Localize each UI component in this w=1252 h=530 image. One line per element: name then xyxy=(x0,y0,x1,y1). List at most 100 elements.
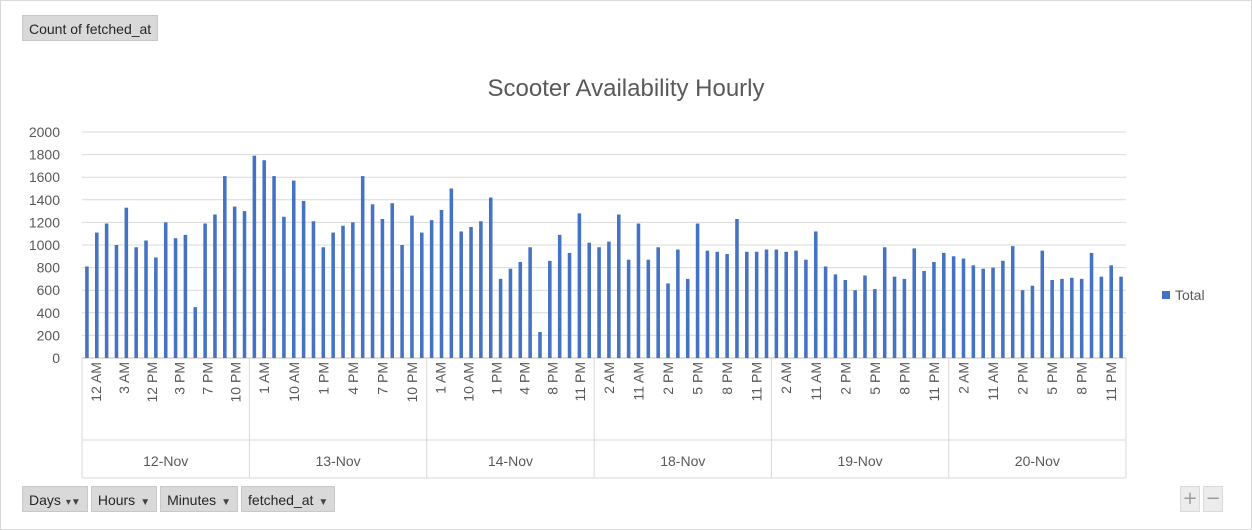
x-tick-label: 10 PM xyxy=(404,362,420,402)
x-tick-label: 11 AM xyxy=(985,362,1001,401)
dropdown-arrow-icon: ▼ xyxy=(318,497,329,508)
bar xyxy=(1030,285,1035,358)
bar xyxy=(85,266,89,358)
bar xyxy=(301,200,306,358)
bar xyxy=(390,203,395,358)
axis-field-buttons: Days ▾▼ Hours ▼ Minutes ▼ fetched_at ▼ xyxy=(22,486,336,512)
bar xyxy=(429,220,434,358)
bar xyxy=(469,226,473,358)
filter-dropdown-icon: ▾▼ xyxy=(65,497,81,508)
expand-field-button[interactable]: + xyxy=(1180,486,1200,512)
days-field-button[interactable]: Days ▾▼ xyxy=(22,486,88,512)
legend[interactable]: Total xyxy=(1162,287,1205,303)
bar xyxy=(557,234,562,358)
y-axis: 0 200 400 600 800 1000 1200 1400 1600 1800 2000 xyxy=(29,124,60,366)
minutes-field-button[interactable]: Minutes ▼ xyxy=(160,486,239,512)
bar xyxy=(853,290,857,358)
x-tick-label: 10 AM xyxy=(461,362,477,402)
day-label: 13-Nov xyxy=(316,453,361,469)
bar xyxy=(498,278,503,358)
bar xyxy=(646,259,651,358)
bar xyxy=(774,249,779,358)
bar xyxy=(262,160,266,358)
bar xyxy=(794,250,798,358)
day-label: 14-Nov xyxy=(488,453,533,469)
x-tick-label: 3 AM xyxy=(116,362,132,394)
bar xyxy=(193,307,198,358)
bar xyxy=(833,274,838,358)
bar xyxy=(1001,260,1005,358)
x-tick-label: 8 PM xyxy=(896,362,912,395)
bar xyxy=(745,251,749,358)
bar xyxy=(183,234,188,358)
day-label: 19-Nov xyxy=(838,453,883,469)
bar xyxy=(173,238,178,358)
bar xyxy=(577,213,582,358)
x-tick-label: 11 AM xyxy=(808,362,824,401)
bar xyxy=(1010,246,1015,358)
bar xyxy=(154,257,158,358)
bar xyxy=(754,251,759,358)
bar xyxy=(715,251,720,358)
day-label: 20-Nov xyxy=(1015,453,1060,469)
hours-field-button[interactable]: Hours ▼ xyxy=(90,486,158,512)
chart-title: Scooter Availability Hourly xyxy=(487,75,764,102)
bar xyxy=(705,250,710,358)
x-tick-label: 2 PM xyxy=(1015,362,1031,395)
bar xyxy=(922,270,926,358)
bar xyxy=(804,259,808,358)
bar xyxy=(685,278,690,358)
x-tick-label: 4 PM xyxy=(516,362,532,395)
x-tick-label: 2 PM xyxy=(660,362,676,395)
bar xyxy=(124,207,129,358)
bar xyxy=(488,197,493,358)
bar xyxy=(823,266,828,358)
bar xyxy=(735,219,739,358)
bar xyxy=(380,219,385,358)
bar xyxy=(1099,276,1104,358)
bar xyxy=(242,211,247,358)
bar xyxy=(360,176,365,358)
day-label: 12-Nov xyxy=(143,453,188,469)
x-tick-label: 5 PM xyxy=(690,362,706,395)
bar xyxy=(902,278,907,358)
x-tick-label: 12 AM xyxy=(88,362,104,402)
bar xyxy=(607,241,611,358)
bar xyxy=(597,247,601,358)
bar xyxy=(1060,278,1064,358)
fetched-at-field-button[interactable]: fetched_at ▼ xyxy=(241,486,336,512)
value-field-label: Count of fetched_at xyxy=(29,21,152,37)
x-tick-label: 1 PM xyxy=(488,362,504,395)
legend-label: Total xyxy=(1175,287,1205,303)
x-tick-label: 2 PM xyxy=(837,362,853,395)
bar xyxy=(459,231,463,358)
bar xyxy=(626,259,631,358)
x-tick-label: 1 AM xyxy=(256,362,272,394)
value-field-button[interactable]: Count of fetched_at xyxy=(22,15,159,41)
collapse-field-button[interactable]: − xyxy=(1203,486,1223,512)
bar xyxy=(882,247,887,358)
bar xyxy=(676,249,680,358)
bar xyxy=(1020,290,1025,358)
bar xyxy=(291,180,296,358)
bar xyxy=(617,214,621,358)
y-tick-label: 1200 xyxy=(29,214,60,230)
x-tick-label: 12 PM xyxy=(144,362,160,402)
day-label: 18-Nov xyxy=(660,453,705,469)
x-tick-label: 2 AM xyxy=(778,362,794,394)
x-tick-label: 3 PM xyxy=(172,362,188,395)
x-tick-label: 4 PM xyxy=(345,362,361,395)
x-tick-label: 8 PM xyxy=(719,362,735,395)
y-tick-label: 600 xyxy=(37,282,61,298)
bar xyxy=(410,215,414,358)
bar xyxy=(223,176,227,358)
y-tick-label: 1400 xyxy=(29,192,60,208)
bar xyxy=(311,221,316,358)
bar xyxy=(961,258,966,358)
legend-swatch xyxy=(1162,291,1170,299)
bar xyxy=(725,254,729,358)
bar xyxy=(1050,280,1054,358)
bar xyxy=(449,188,454,358)
bar xyxy=(321,247,326,358)
bar xyxy=(942,252,946,358)
